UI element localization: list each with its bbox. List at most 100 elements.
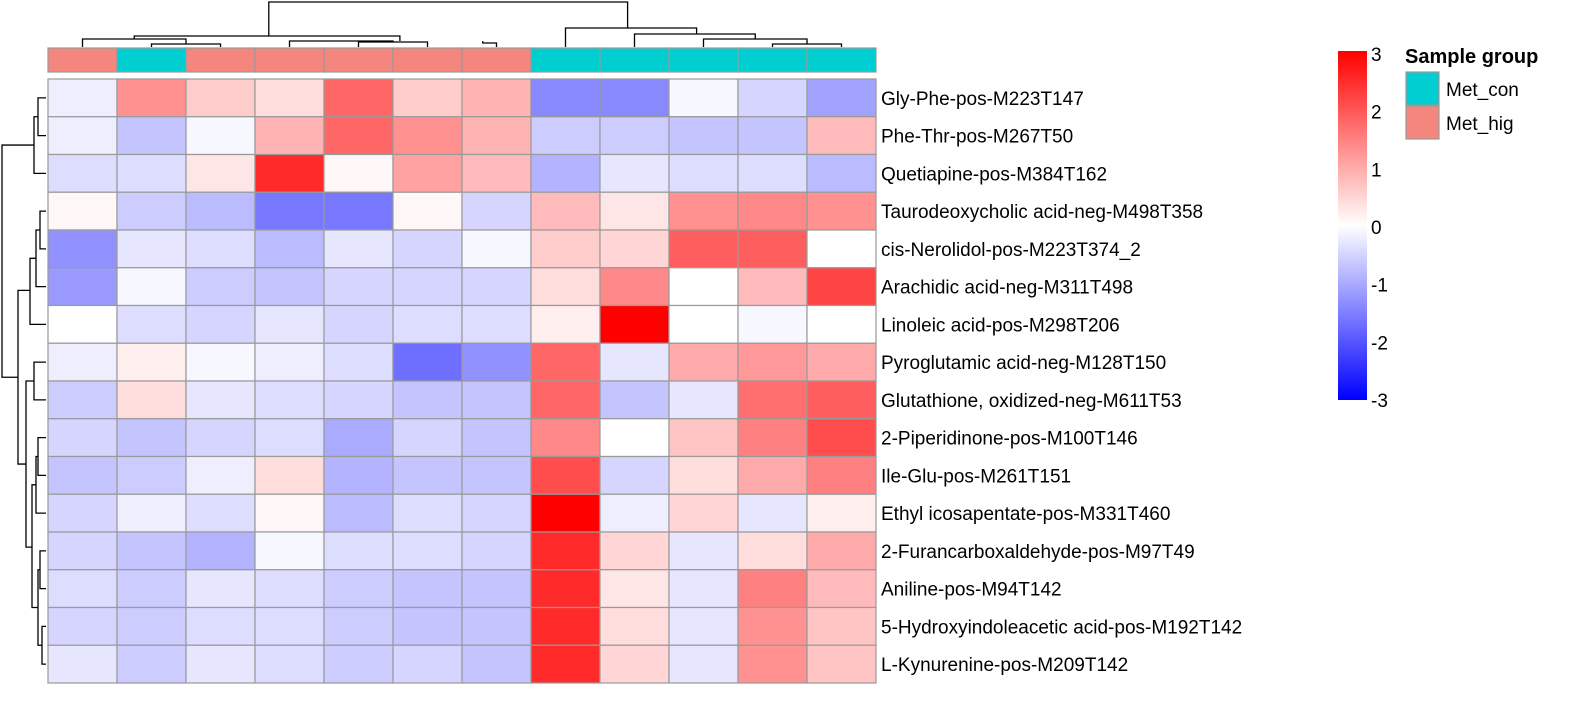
color-scale-legend: 3 2 1 0 -1 -2 -3 <box>1338 45 1388 412</box>
heatmap-cell <box>530 380 601 420</box>
column-dendrogram-branch <box>150 43 222 47</box>
heatmap-cell <box>737 418 808 458</box>
heatmap-cell <box>185 229 256 269</box>
row-label: Phe-Thr-pos-M267T50 <box>881 127 1073 148</box>
heatmap-cell <box>668 606 739 646</box>
heatmap-cell <box>323 569 394 609</box>
row-dendrogram-branch <box>29 257 46 326</box>
heatmap-cell <box>254 606 325 646</box>
heatmap-cell <box>392 455 463 495</box>
heatmap-cell <box>185 493 256 533</box>
heatmap-cell <box>461 342 532 382</box>
heatmap-cell <box>530 418 601 458</box>
heatmap-cell <box>806 342 877 382</box>
column-dendrogram-branch <box>288 40 394 47</box>
column-dendrogram-branch <box>268 1 629 36</box>
annotation-cell <box>806 47 877 73</box>
heatmap-cell <box>530 493 601 533</box>
heatmap-cell <box>185 569 256 609</box>
heatmap-cell <box>392 493 463 533</box>
heatmap-cell <box>254 153 325 193</box>
heatmap-cell <box>737 267 808 307</box>
heatmap-cell <box>599 153 670 193</box>
row-label: 2-Piperidinone-pos-M100T146 <box>881 429 1138 450</box>
heatmap-cell <box>530 569 601 609</box>
heatmap-cell <box>116 78 187 118</box>
heatmap-cell <box>323 304 394 344</box>
heatmap-cell <box>530 304 601 344</box>
heatmap-cell <box>116 191 187 231</box>
color-scale-tick-label: 2 <box>1371 103 1382 124</box>
heatmap-cell <box>461 455 532 495</box>
row-label: Pyroglutamic acid-neg-M128T150 <box>881 353 1166 374</box>
heatmap-cell <box>323 267 394 307</box>
heatmap-cell <box>461 229 532 269</box>
heatmap-cell <box>599 606 670 646</box>
row-dendrogram-branch <box>37 436 46 477</box>
heatmap-cell <box>806 569 877 609</box>
heatmap-cell <box>461 531 532 571</box>
row-dendrogram <box>1 97 46 665</box>
annotation-cell <box>116 47 187 73</box>
heatmap-cell <box>599 644 670 684</box>
heatmap-cell <box>461 606 532 646</box>
heatmap-cell <box>737 569 808 609</box>
sample-group-legend-swatch <box>1405 71 1440 106</box>
heatmap-cell <box>737 304 808 344</box>
heatmap-cell <box>47 116 118 156</box>
color-scale-tick-label: -1 <box>1371 276 1388 297</box>
heatmap-cell <box>116 380 187 420</box>
column-dendrogram-branch <box>633 33 756 47</box>
heatmap-cell <box>737 116 808 156</box>
heatmap-cell <box>599 418 670 458</box>
heatmap-cell <box>185 267 256 307</box>
color-scale-tick-label: -3 <box>1371 391 1388 412</box>
heatmap-cell <box>461 418 532 458</box>
heatmap-cell <box>599 267 670 307</box>
heatmap-cell <box>323 116 394 156</box>
heatmap-cell <box>47 644 118 684</box>
heatmap-cell <box>806 644 877 684</box>
heatmap-cell <box>806 531 877 571</box>
row-label: Ethyl icosapentate-pos-M331T460 <box>881 504 1170 525</box>
column-dendrogram-branch <box>482 41 498 47</box>
heatmap-cell <box>254 267 325 307</box>
heatmap-cell <box>392 304 463 344</box>
heatmap-cell <box>668 418 739 458</box>
row-label: Linoleic acid-pos-M298T206 <box>881 315 1120 336</box>
row-dendrogram-branch <box>17 289 30 465</box>
heatmap-cell <box>116 267 187 307</box>
color-scale-bar <box>1338 51 1367 400</box>
heatmap-cell <box>737 493 808 533</box>
heatmap-cell <box>47 78 118 118</box>
heatmap-cell <box>47 304 118 344</box>
heatmap-cell <box>461 493 532 533</box>
row-dendrogram-branch <box>33 116 46 175</box>
heatmap-cell <box>323 531 394 571</box>
heatmap-cell <box>530 455 601 495</box>
heatmap-cell <box>530 644 601 684</box>
annotation-cell <box>737 47 808 73</box>
row-dendrogram-branch <box>1 144 34 378</box>
heatmap-cell <box>254 644 325 684</box>
heatmap-cell <box>530 267 601 307</box>
heatmap-cell <box>599 569 670 609</box>
heatmap-cell <box>254 418 325 458</box>
heatmap-cell <box>668 267 739 307</box>
heatmap-cell <box>530 191 601 231</box>
heatmap-cell <box>806 493 877 533</box>
annotation-cell <box>461 47 532 73</box>
heatmap-cell <box>392 342 463 382</box>
heatmap-cell <box>254 342 325 382</box>
heatmap-cell <box>461 116 532 156</box>
heatmap-cell <box>392 644 463 684</box>
sample-group-legend-label: Met_con <box>1446 80 1519 101</box>
heatmap-cell <box>461 644 532 684</box>
heatmap-cell <box>806 267 877 307</box>
row-label: Quetiapine-pos-M384T162 <box>881 164 1107 185</box>
annotation-cell <box>599 47 670 73</box>
heatmap-cell <box>668 304 739 344</box>
heatmap-cell <box>461 153 532 193</box>
heatmap-cell <box>668 531 739 571</box>
